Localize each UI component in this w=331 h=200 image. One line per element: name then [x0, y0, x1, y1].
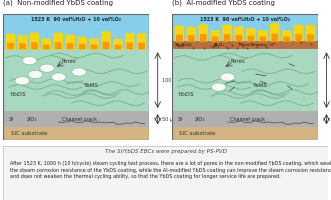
Text: The Si/YbDS EBCs were prepared by PS-PVD: The Si/YbDS EBCs were prepared by PS-PVD: [105, 149, 226, 154]
Text: SiC substrate: SiC substrate: [179, 131, 216, 136]
FancyBboxPatch shape: [19, 43, 26, 49]
FancyBboxPatch shape: [3, 146, 328, 200]
FancyBboxPatch shape: [31, 42, 38, 49]
Text: 1523 K  90 vol%H₂O + 10 vol%O₂: 1523 K 90 vol%H₂O + 10 vol%O₂: [200, 17, 290, 22]
Text: (b)  Al-modified YbDS coating: (b) Al-modified YbDS coating: [172, 0, 275, 6]
FancyBboxPatch shape: [176, 35, 183, 41]
FancyBboxPatch shape: [89, 38, 99, 50]
FancyBboxPatch shape: [294, 25, 304, 41]
FancyBboxPatch shape: [3, 49, 149, 111]
Text: Si: Si: [9, 117, 14, 122]
Text: 1523 K  90 vol%H₂O + 10 vol%O₂: 1523 K 90 vol%H₂O + 10 vol%O₂: [31, 17, 121, 22]
FancyBboxPatch shape: [172, 41, 318, 49]
FancyBboxPatch shape: [138, 43, 145, 49]
FancyBboxPatch shape: [172, 49, 318, 111]
FancyBboxPatch shape: [234, 26, 244, 41]
Ellipse shape: [72, 68, 86, 76]
FancyBboxPatch shape: [43, 45, 50, 49]
Ellipse shape: [22, 57, 37, 65]
FancyBboxPatch shape: [224, 34, 230, 41]
FancyBboxPatch shape: [174, 26, 184, 41]
Ellipse shape: [28, 70, 43, 79]
FancyBboxPatch shape: [210, 30, 220, 41]
FancyBboxPatch shape: [126, 42, 133, 49]
FancyBboxPatch shape: [283, 36, 290, 41]
FancyBboxPatch shape: [270, 23, 280, 41]
Text: Pores: Pores: [62, 59, 76, 64]
FancyBboxPatch shape: [258, 30, 268, 41]
Text: Al₂O₃: Al₂O₃: [213, 43, 224, 47]
FancyBboxPatch shape: [295, 34, 302, 41]
Ellipse shape: [15, 77, 29, 85]
Text: Channel crack: Channel crack: [62, 117, 96, 122]
FancyBboxPatch shape: [77, 37, 87, 50]
FancyBboxPatch shape: [3, 111, 149, 127]
Text: YbDS: YbDS: [178, 92, 195, 97]
FancyBboxPatch shape: [18, 35, 27, 50]
FancyBboxPatch shape: [7, 43, 14, 49]
FancyBboxPatch shape: [41, 39, 51, 50]
Text: YbMS: YbMS: [252, 83, 267, 88]
FancyBboxPatch shape: [172, 111, 318, 127]
FancyBboxPatch shape: [248, 36, 254, 41]
FancyBboxPatch shape: [260, 36, 266, 41]
FancyBboxPatch shape: [212, 36, 218, 41]
FancyBboxPatch shape: [79, 44, 85, 49]
Text: Micro-cracks: Micro-cracks: [239, 43, 266, 47]
FancyBboxPatch shape: [55, 42, 62, 49]
FancyBboxPatch shape: [172, 127, 318, 140]
Text: YbDS: YbDS: [9, 92, 26, 97]
FancyBboxPatch shape: [236, 35, 242, 41]
FancyBboxPatch shape: [103, 42, 109, 49]
FancyBboxPatch shape: [67, 43, 73, 49]
FancyBboxPatch shape: [271, 34, 278, 41]
Text: (a)  Non-modified YbDS coating: (a) Non-modified YbDS coating: [3, 0, 113, 6]
Text: Channel crack: Channel crack: [230, 117, 265, 122]
Text: Yb₂Al₂O₅: Yb₂Al₂O₅: [175, 43, 193, 47]
FancyBboxPatch shape: [306, 25, 315, 41]
FancyBboxPatch shape: [186, 27, 196, 41]
FancyBboxPatch shape: [115, 45, 121, 49]
Text: YbMS: YbMS: [83, 83, 98, 88]
Ellipse shape: [212, 83, 226, 91]
FancyBboxPatch shape: [3, 127, 149, 140]
FancyBboxPatch shape: [307, 34, 314, 41]
Text: 100 μm: 100 μm: [162, 78, 181, 83]
FancyBboxPatch shape: [113, 39, 123, 50]
FancyBboxPatch shape: [65, 35, 75, 50]
FancyBboxPatch shape: [282, 31, 292, 41]
FancyBboxPatch shape: [6, 34, 16, 50]
FancyBboxPatch shape: [200, 34, 207, 41]
FancyBboxPatch shape: [188, 35, 195, 41]
Ellipse shape: [51, 73, 66, 81]
FancyBboxPatch shape: [29, 33, 39, 50]
Ellipse shape: [40, 64, 54, 72]
Text: 50 μm: 50 μm: [162, 117, 178, 122]
Text: After 1523 K, 1000 h (10 h/cycle) steam cycling test process, there are a lot of: After 1523 K, 1000 h (10 h/cycle) steam …: [10, 161, 331, 179]
Text: SiO₂: SiO₂: [26, 117, 37, 122]
Text: Si: Si: [178, 117, 183, 122]
FancyBboxPatch shape: [246, 28, 256, 41]
Text: SiO₂: SiO₂: [195, 117, 206, 122]
Text: Pores: Pores: [230, 59, 245, 64]
FancyBboxPatch shape: [137, 33, 147, 50]
Ellipse shape: [220, 73, 235, 81]
FancyBboxPatch shape: [91, 45, 97, 49]
FancyBboxPatch shape: [222, 25, 232, 41]
FancyBboxPatch shape: [53, 33, 63, 50]
FancyBboxPatch shape: [3, 14, 149, 49]
FancyBboxPatch shape: [125, 33, 135, 50]
Text: SiC substrate: SiC substrate: [11, 131, 47, 136]
FancyBboxPatch shape: [172, 14, 318, 41]
FancyBboxPatch shape: [198, 24, 208, 41]
FancyBboxPatch shape: [101, 31, 111, 50]
